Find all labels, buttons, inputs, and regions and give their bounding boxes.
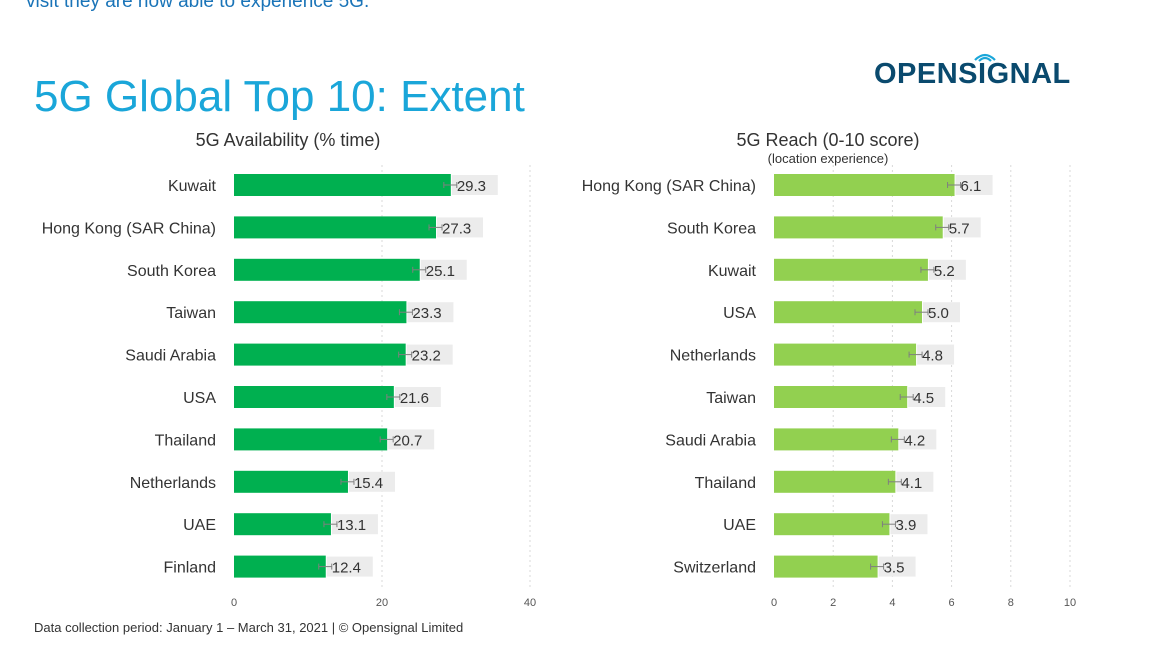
reach-category-label: UAE xyxy=(723,517,756,534)
reach-bar xyxy=(774,301,922,324)
availability-value-label-bg xyxy=(394,387,441,407)
availability-bar xyxy=(234,428,388,451)
availability-value-label-bg xyxy=(420,259,467,280)
reach-category-label: Netherlands xyxy=(670,348,756,365)
availability-bar xyxy=(234,258,420,281)
page-title: 5G Global Top 10: Extent xyxy=(34,72,525,122)
reach-category-label: Thailand xyxy=(695,475,756,492)
reach-value-label: 4.8 xyxy=(922,348,943,365)
availability-value-label: 27.3 xyxy=(442,220,471,237)
reach-tick-label: 10 xyxy=(1064,597,1076,609)
availability-chart-title: 5G Availability (% time) xyxy=(196,130,381,150)
reach-bar xyxy=(774,513,890,536)
availability-tick-label: 20 xyxy=(376,597,388,609)
reach-bar xyxy=(774,216,943,239)
availability-value-label-bg xyxy=(451,175,498,195)
availability-value-label-bg xyxy=(388,429,435,450)
availability-bar xyxy=(234,174,451,196)
availability-bar xyxy=(234,386,394,408)
reach-bar xyxy=(774,343,917,366)
logo-text: OPENSIGNAL xyxy=(874,58,1071,90)
reach-bar xyxy=(774,386,908,408)
reach-bar xyxy=(774,470,896,493)
reach-bar xyxy=(774,555,878,578)
reach-bar xyxy=(774,428,899,451)
availability-bar xyxy=(234,343,406,366)
reach-category-label: South Korea xyxy=(667,220,756,237)
availability-value-label-bg xyxy=(437,217,484,238)
availability-value-label: 15.4 xyxy=(354,475,383,492)
availability-value-label-bg xyxy=(326,556,373,577)
reach-category-label: USA xyxy=(723,305,756,322)
availability-category-label: UAE xyxy=(183,517,216,534)
reach-value-label: 5.2 xyxy=(934,263,955,280)
reach-value-label: 3.5 xyxy=(884,560,905,577)
reach-value-label: 3.9 xyxy=(895,517,916,534)
reach-bar xyxy=(774,258,928,281)
footnote: Data collection period: January 1 – Marc… xyxy=(34,620,464,635)
availability-category-label: Hong Kong (SAR China) xyxy=(42,220,216,237)
availability-bar xyxy=(234,470,348,493)
reach-value-label: 4.1 xyxy=(901,475,922,492)
reach-tick-label: 4 xyxy=(889,597,895,609)
reach-chart-subtitle: (location experience) xyxy=(768,151,889,166)
availability-value-label-bg xyxy=(331,514,378,535)
availability-value-label: 20.7 xyxy=(393,432,422,449)
availability-value-label: 23.3 xyxy=(412,305,441,322)
availability-category-label: Taiwan xyxy=(166,305,216,322)
reach-category-label: Hong Kong (SAR China) xyxy=(582,178,756,195)
reach-category-label: Kuwait xyxy=(708,263,757,280)
reach-value-label-bg xyxy=(896,471,934,492)
availability-value-label: 29.3 xyxy=(457,178,486,195)
availability-category-label: Finland xyxy=(164,560,216,577)
availability-category-label: Kuwait xyxy=(168,178,217,195)
reach-category-label: Taiwan xyxy=(706,390,756,407)
availability-value-label-bg xyxy=(348,471,395,492)
reach-tick-label: 6 xyxy=(949,597,955,609)
reach-value-label-bg xyxy=(890,514,928,535)
availability-value-label: 23.2 xyxy=(412,348,441,365)
opensignal-logo: OPENSIGNAL xyxy=(874,53,1071,91)
availability-category-label: USA xyxy=(183,390,216,407)
availability-value-label: 13.1 xyxy=(337,517,366,534)
availability-value-label: 25.1 xyxy=(426,263,455,280)
reach-value-label: 5.0 xyxy=(928,305,949,322)
availability-tick-label: 0 xyxy=(231,597,237,609)
availability-category-label: Saudi Arabia xyxy=(125,348,216,365)
availability-category-label: South Korea xyxy=(127,263,216,280)
availability-value-label-bg xyxy=(407,302,454,323)
reach-value-label-bg xyxy=(908,387,946,407)
reach-value-label: 6.1 xyxy=(961,178,982,195)
reach-value-label-bg xyxy=(899,429,937,450)
availability-value-label-bg xyxy=(406,344,453,365)
availability-bar xyxy=(234,216,437,239)
reach-value-label-bg xyxy=(928,259,966,280)
reach-chart-title: 5G Reach (0-10 score) xyxy=(736,130,919,150)
reach-category-label: Saudi Arabia xyxy=(665,432,756,449)
availability-value-label: 12.4 xyxy=(332,560,361,577)
availability-bar xyxy=(234,513,331,536)
availability-tick-label: 40 xyxy=(524,597,536,609)
reach-value-label: 4.2 xyxy=(904,432,925,449)
reach-tick-label: 2 xyxy=(830,597,836,609)
reach-tick-label: 8 xyxy=(1008,597,1014,609)
reach-value-label-bg xyxy=(923,302,960,323)
availability-category-label: Netherlands xyxy=(130,475,216,492)
reach-bar xyxy=(774,174,955,196)
reach-value-label: 5.7 xyxy=(949,220,970,237)
reach-tick-label: 0 xyxy=(771,597,777,609)
availability-bar xyxy=(234,555,326,578)
availability-category-label: Thailand xyxy=(155,432,216,449)
reach-value-label-bg xyxy=(943,217,981,238)
availability-bar xyxy=(234,301,407,324)
wifi-signal-icon xyxy=(974,53,996,62)
reach-value-label-bg xyxy=(917,344,955,365)
reach-value-label-bg xyxy=(878,556,916,577)
reach-value-label-bg xyxy=(955,175,993,195)
reach-category-label: Switzerland xyxy=(673,560,756,577)
reach-value-label: 4.5 xyxy=(913,390,934,407)
availability-value-label: 21.6 xyxy=(400,390,429,407)
intro-text-fragment: visit they are now able to experience 5G… xyxy=(26,0,370,12)
